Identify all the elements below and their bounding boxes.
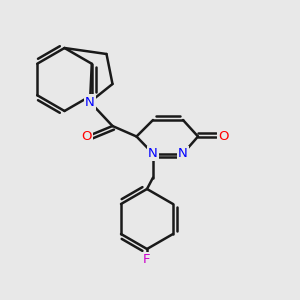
Text: N: N [148, 147, 158, 160]
Text: F: F [143, 253, 151, 266]
Text: O: O [82, 130, 92, 143]
Text: N: N [85, 95, 95, 109]
Text: N: N [178, 147, 188, 160]
Text: O: O [218, 130, 229, 143]
